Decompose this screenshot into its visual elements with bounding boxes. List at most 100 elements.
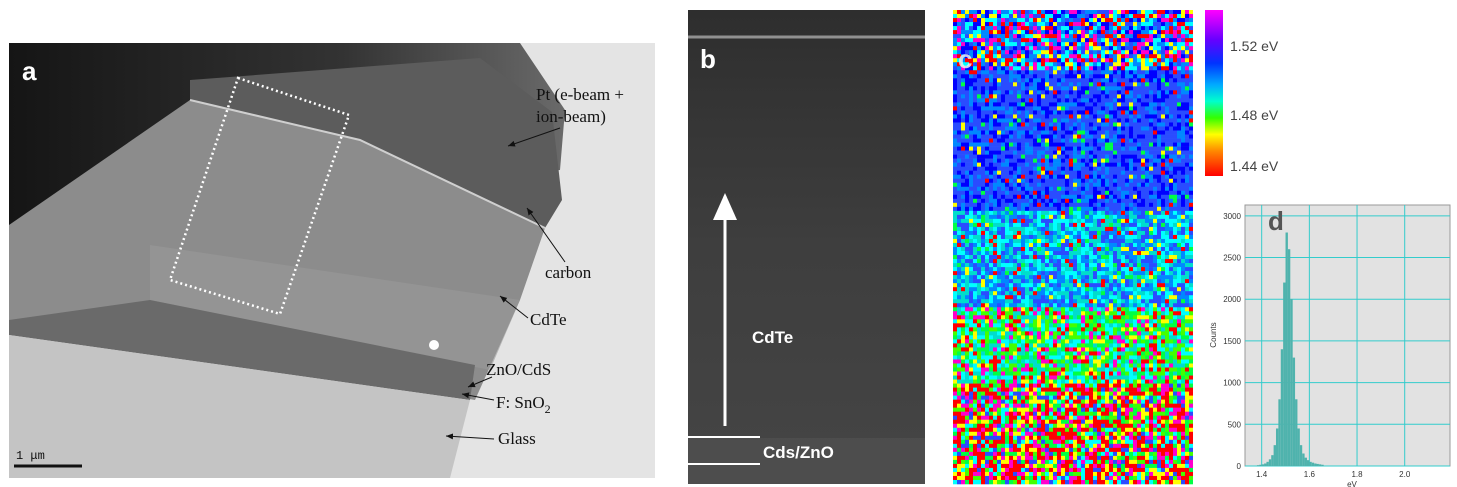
map-pixel <box>1085 122 1089 126</box>
map-pixel <box>957 155 961 159</box>
map-pixel <box>1097 291 1101 295</box>
map-pixel <box>1189 74 1193 78</box>
map-pixel <box>1185 179 1189 183</box>
map-pixel <box>1181 291 1185 295</box>
map-pixel <box>1077 291 1081 295</box>
map-pixel <box>1049 155 1053 159</box>
map-pixel <box>1081 327 1085 331</box>
map-pixel <box>1045 223 1049 227</box>
map-pixel <box>1133 267 1137 271</box>
map-pixel <box>1057 22 1061 26</box>
map-pixel <box>1161 191 1165 195</box>
map-pixel <box>1165 239 1169 243</box>
map-pixel <box>1117 151 1121 155</box>
map-pixel <box>1133 175 1137 179</box>
map-pixel <box>1157 54 1161 58</box>
map-pixel <box>1025 203 1029 207</box>
map-pixel <box>1077 18 1081 22</box>
map-pixel <box>997 106 1001 110</box>
map-pixel <box>969 38 973 42</box>
map-pixel <box>1161 163 1165 167</box>
map-pixel <box>1025 143 1029 147</box>
map-pixel <box>993 70 997 74</box>
map-pixel <box>1077 118 1081 122</box>
map-pixel <box>1125 147 1129 151</box>
map-pixel <box>1117 327 1121 331</box>
map-pixel <box>1141 299 1145 303</box>
map-pixel <box>1089 283 1093 287</box>
map-pixel <box>997 207 1001 211</box>
map-pixel <box>1021 167 1025 171</box>
map-pixel <box>997 163 1001 167</box>
map-pixel <box>1029 219 1033 223</box>
map-pixel <box>1109 163 1113 167</box>
map-pixel <box>997 251 1001 255</box>
map-pixel <box>1097 231 1101 235</box>
map-pixel <box>981 323 985 327</box>
map-pixel <box>1085 86 1089 90</box>
map-pixel <box>1077 147 1081 151</box>
map-pixel <box>1073 247 1077 251</box>
map-pixel <box>1109 167 1113 171</box>
map-pixel <box>953 114 957 118</box>
map-pixel <box>1157 183 1161 187</box>
map-pixel <box>953 179 957 183</box>
map-pixel <box>1029 291 1033 295</box>
map-pixel <box>1121 307 1125 311</box>
map-pixel <box>1025 94 1029 98</box>
map-pixel <box>1129 110 1133 114</box>
map-pixel <box>1093 295 1097 299</box>
map-pixel <box>1121 271 1125 275</box>
map-pixel <box>1101 30 1105 34</box>
map-pixel <box>957 227 961 231</box>
map-pixel <box>1025 131 1029 135</box>
map-pixel <box>961 183 965 187</box>
map-pixel <box>1133 82 1137 86</box>
map-pixel <box>1033 66 1037 70</box>
map-pixel <box>1077 126 1081 130</box>
map-pixel <box>965 10 969 14</box>
map-pixel <box>1021 331 1025 335</box>
map-pixel <box>973 78 977 82</box>
map-pixel <box>1185 171 1189 175</box>
map-pixel <box>1057 14 1061 18</box>
map-pixel <box>1117 82 1121 86</box>
map-pixel <box>1037 118 1041 122</box>
map-pixel <box>1109 207 1113 211</box>
map-pixel <box>981 187 985 191</box>
map-pixel <box>1021 179 1025 183</box>
map-pixel <box>1085 247 1089 251</box>
map-pixel <box>957 235 961 239</box>
map-pixel <box>1009 10 1013 14</box>
map-pixel <box>1169 299 1173 303</box>
map-pixel <box>1141 110 1145 114</box>
map-pixel <box>1121 251 1125 255</box>
map-pixel <box>1021 219 1025 223</box>
map-pixel <box>1065 191 1069 195</box>
map-pixel <box>1065 70 1069 74</box>
map-pixel <box>1089 155 1093 159</box>
map-pixel <box>1077 187 1081 191</box>
map-pixel <box>1077 139 1081 143</box>
map-pixel <box>1025 219 1029 223</box>
map-pixel <box>1181 147 1185 151</box>
map-pixel <box>1081 66 1085 70</box>
map-pixel <box>1025 271 1029 275</box>
map-pixel <box>1077 78 1081 82</box>
map-pixel <box>1185 106 1189 110</box>
map-pixel <box>961 163 965 167</box>
map-pixel <box>965 14 969 18</box>
map-pixel <box>1137 167 1141 171</box>
map-pixel <box>1061 331 1065 335</box>
map-pixel <box>1149 126 1153 130</box>
map-pixel <box>1185 167 1189 171</box>
map-pixel <box>1117 227 1121 231</box>
map-pixel <box>1165 82 1169 86</box>
map-pixel <box>1021 94 1025 98</box>
map-pixel <box>1129 287 1133 291</box>
map-pixel <box>1105 259 1109 263</box>
map-pixel <box>1117 307 1121 311</box>
map-pixel <box>1053 283 1057 287</box>
map-pixel <box>1117 110 1121 114</box>
map-pixel <box>1085 139 1089 143</box>
